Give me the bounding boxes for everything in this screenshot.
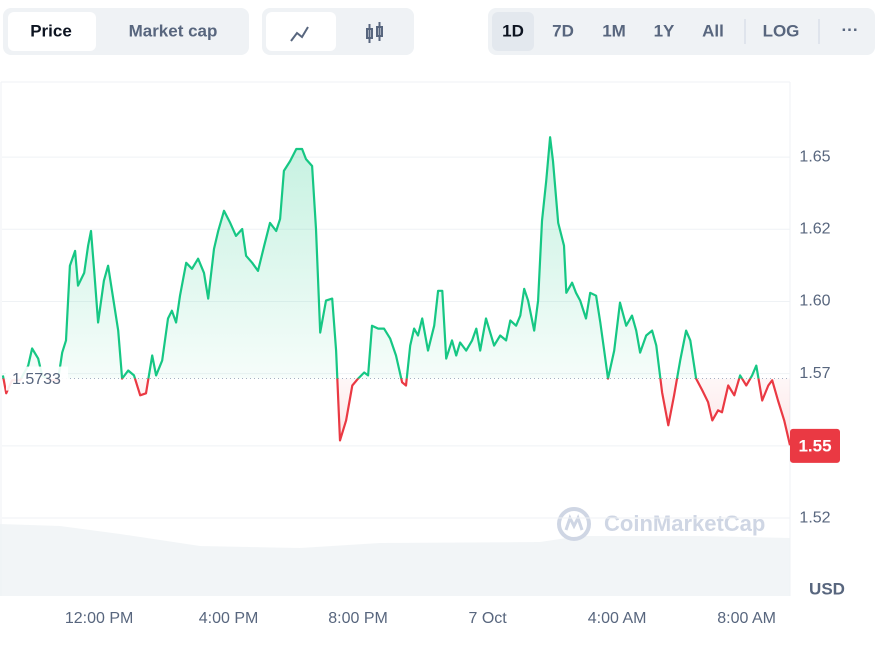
log-button[interactable]: LOG	[763, 21, 800, 40]
candle-icon[interactable]	[366, 22, 383, 43]
tab-price[interactable]: Price	[30, 21, 72, 40]
range-button[interactable]: All	[702, 21, 724, 40]
toolbar: Price Market cap 1D 7D 1M 1Y All LOG ···	[3, 8, 875, 55]
area-fill	[2, 137, 790, 446]
currency-label: USD	[809, 579, 845, 598]
y-tick-label: 1.55	[798, 436, 831, 455]
range-selected	[492, 12, 534, 51]
x-tick-label: 12:00 PM	[65, 610, 133, 627]
current-price-tag	[790, 428, 840, 463]
range-button[interactable]: 7D	[552, 21, 574, 40]
x-tick-label: 8:00 AM	[717, 610, 776, 627]
volume-area	[0, 524, 790, 596]
baseline-tag	[6, 366, 68, 391]
line-icon	[290, 26, 309, 42]
price-line	[1, 136, 792, 446]
y-tick-label: 1.52	[799, 509, 830, 526]
x-tick-label: 4:00 AM	[588, 610, 647, 627]
baseline-label: 1.5733	[12, 371, 61, 388]
range-button[interactable]: 1D	[502, 21, 524, 40]
x-tick-label: 4:00 PM	[199, 610, 259, 627]
x-tick-label: 8:00 PM	[328, 610, 388, 627]
x-tick-label: 7 Oct	[468, 610, 507, 627]
range-button[interactable]: 1Y	[654, 21, 675, 40]
line-chart-button[interactable]	[266, 12, 336, 51]
y-tick-label: 1.65	[799, 148, 830, 165]
y-tick-label: 1.60	[799, 293, 830, 310]
y-tick-label: 1.57	[799, 365, 830, 382]
range-group	[488, 8, 875, 55]
watermark-text: CoinMarketCap	[604, 511, 765, 536]
tab-selected	[8, 12, 96, 51]
more-button[interactable]: ···	[842, 20, 859, 39]
y-tick-label: 1.62	[799, 220, 830, 237]
range-button[interactable]: 1M	[602, 21, 626, 40]
tab-market-cap[interactable]: Market cap	[129, 21, 218, 40]
watermark: CoinMarketCap	[557, 507, 765, 541]
